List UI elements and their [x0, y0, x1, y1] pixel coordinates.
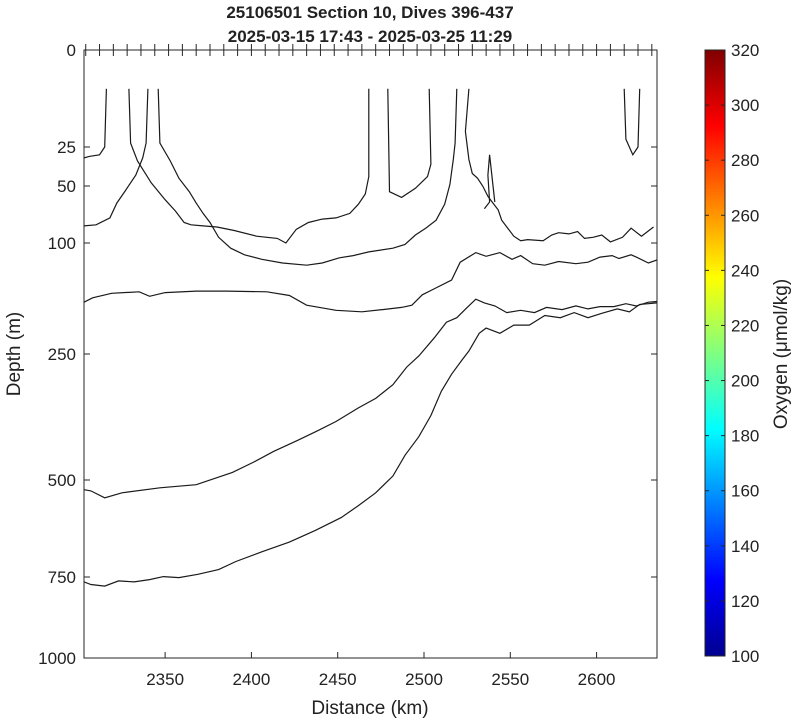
colorbar-label: Oxygen (μmol/kg) [771, 279, 792, 429]
y-axis-label: Depth (m) [4, 312, 25, 396]
colorbar [704, 49, 726, 657]
colorbar-tick-label-160: 160 [731, 482, 759, 501]
contour-line-1 [84, 88, 107, 159]
x-tick-label-2400: 2400 [232, 670, 270, 689]
colorbar-tick-label-300: 300 [731, 96, 759, 115]
contour-line-11 [84, 302, 657, 587]
colorbar-tick-label-260: 260 [731, 206, 759, 225]
x-tick-label-2350: 2350 [146, 670, 184, 689]
contour-line-9 [84, 251, 657, 313]
contour-line-2 [84, 88, 149, 227]
x-tick-label-2600: 2600 [578, 670, 616, 689]
contour-line-4 [157, 88, 458, 266]
contour-line-6 [464, 88, 654, 243]
colorbar-tick-label-280: 280 [731, 151, 759, 170]
colorbar-tick-label-100: 100 [731, 647, 759, 666]
dive-markers [84, 44, 657, 56]
colorbar-tick-label-180: 180 [731, 427, 759, 446]
contour-line-10 [84, 298, 657, 499]
y-tick-label-100: 100 [48, 234, 76, 253]
x-axis-label: Distance (km) [311, 698, 428, 719]
y-axis: 0 25 50 100 250 500 750 1000 [38, 41, 657, 668]
colorbar-tick-label-240: 240 [731, 261, 759, 280]
chart-title-line2: 2025-03-15 17:43 - 2025-03-25 11:29 [228, 27, 513, 46]
colorbar-tick-label-140: 140 [731, 537, 759, 556]
y-tick-label-0: 0 [67, 41, 76, 60]
colorbar-tick-label-320: 320 [731, 41, 759, 60]
contour-line-7 [483, 154, 496, 210]
contour-lines [84, 88, 657, 587]
contour-line-8 [623, 88, 641, 157]
colorbar-tick-label-120: 120 [731, 592, 759, 611]
y-tick-label-1000: 1000 [38, 649, 76, 668]
colorbar-tick-label-220: 220 [731, 316, 759, 335]
y-tick-label-250: 250 [48, 345, 76, 364]
contour-line-3 [128, 88, 370, 244]
contour-line-5 [387, 88, 432, 199]
y-tick-label-50: 50 [57, 177, 76, 196]
y-tick-label-750: 750 [48, 568, 76, 587]
y-tick-label-500: 500 [48, 471, 76, 490]
y-tick-label-25: 25 [57, 138, 76, 157]
colorbar-tick-label-200: 200 [731, 372, 759, 391]
x-tick-label-2450: 2450 [319, 670, 357, 689]
plot-area [83, 49, 658, 659]
chart-title-line1: 25106501 Section 10, Dives 396-437 [226, 3, 513, 22]
x-tick-label-2550: 2550 [491, 670, 529, 689]
x-tick-label-2500: 2500 [405, 670, 443, 689]
colorbar-ticks: 100 120 140 160 180 200 220 240 260 280 300 320 [705, 41, 759, 666]
x-axis: 2350 2400 2450 2500 2550 2600 [146, 652, 616, 689]
